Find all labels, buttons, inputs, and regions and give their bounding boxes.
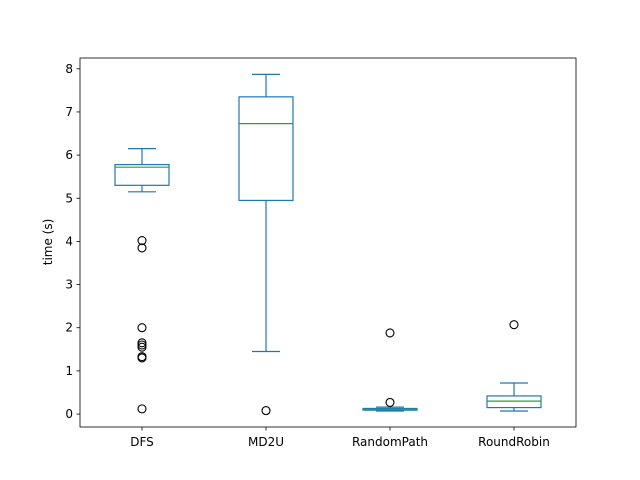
y-tick-label: 2 [65, 321, 73, 335]
x-axis: DFS MD2U RandomPath RoundRobin [130, 427, 550, 449]
box-group-dfs [114, 148, 170, 414]
y-tick-label: 0 [65, 407, 73, 421]
y-tick-label: 4 [65, 234, 73, 248]
y-tick-label: 6 [65, 148, 73, 162]
flier-point [137, 236, 147, 246]
box-group-randompath [362, 328, 418, 412]
box-group-roundrobin [486, 320, 542, 412]
iqr-box [238, 96, 294, 202]
plot-frame [79, 57, 577, 428]
flier-point [137, 323, 147, 333]
flier-point [137, 342, 147, 352]
flier-point [385, 397, 395, 407]
x-tick-label: DFS [130, 435, 154, 449]
flier-point [137, 353, 147, 363]
y-tick-label: 7 [65, 105, 73, 119]
y-axis: 0 1 2 3 4 5 6 7 8 [65, 62, 80, 421]
flier-point [261, 406, 271, 416]
box-group-md2u [238, 73, 294, 416]
flier-point [137, 243, 147, 253]
flier-point [509, 320, 519, 330]
x-tick-label: RandomPath [352, 435, 428, 449]
x-tick-label: MD2U [248, 435, 284, 449]
flier-point [385, 328, 395, 338]
y-tick-label: 1 [65, 364, 73, 378]
y-tick-label: 5 [65, 191, 73, 205]
iqr-box [486, 395, 542, 409]
x-tick-label: RoundRobin [478, 435, 550, 449]
y-tick-label: 3 [65, 278, 73, 292]
plot-layer [114, 73, 542, 416]
flier-point [137, 404, 147, 414]
iqr-box [114, 164, 170, 186]
y-tick-label: 8 [65, 62, 73, 76]
y-axis-label: time (s) [41, 219, 55, 266]
